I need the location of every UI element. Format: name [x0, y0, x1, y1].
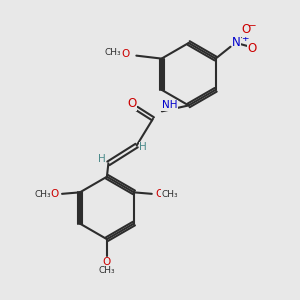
- Text: H: H: [139, 142, 147, 152]
- Text: +: +: [241, 34, 248, 43]
- Text: O: O: [50, 189, 59, 199]
- Text: O: O: [242, 23, 250, 36]
- Text: O: O: [127, 98, 136, 110]
- Text: O: O: [122, 49, 130, 59]
- Text: CH₃: CH₃: [34, 190, 51, 199]
- Text: CH₃: CH₃: [99, 266, 115, 275]
- Text: CH₃: CH₃: [162, 190, 178, 199]
- Text: −: −: [248, 21, 256, 31]
- Text: O: O: [155, 189, 163, 199]
- Text: N: N: [232, 36, 241, 49]
- Text: NH: NH: [162, 100, 177, 110]
- Text: H: H: [98, 154, 106, 164]
- Text: O: O: [247, 42, 256, 55]
- Text: O: O: [103, 257, 111, 267]
- Text: CH₃: CH₃: [105, 48, 122, 57]
